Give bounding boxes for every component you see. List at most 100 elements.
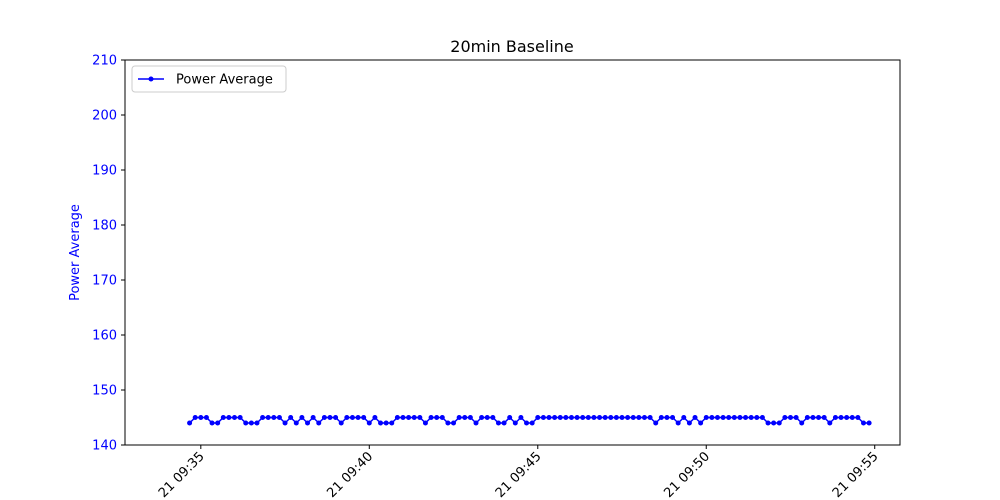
data-point (568, 415, 574, 420)
y-axis-label: Power Average (68, 204, 83, 301)
data-point (776, 420, 782, 426)
data-point (821, 415, 827, 420)
data-point (524, 420, 530, 426)
data-point (844, 415, 850, 420)
data-point (299, 415, 305, 420)
data-point (333, 415, 339, 420)
data-point (664, 415, 670, 420)
x-axis: 21 09:35 21 09:40 21 09:45 21 09:50 21 09:55 (156, 445, 882, 500)
data-point (698, 420, 704, 426)
data-point (462, 415, 468, 420)
data-point (647, 415, 653, 420)
data-point (394, 415, 400, 420)
data-point (349, 415, 355, 420)
data-point (271, 415, 277, 420)
data-point (686, 420, 692, 426)
legend: Power Average (131, 65, 287, 93)
data-point (439, 415, 445, 420)
data-point (265, 415, 271, 420)
data-point (636, 415, 642, 420)
legend-box (131, 65, 287, 93)
data-point (501, 420, 507, 426)
data-point (529, 420, 535, 426)
data-point (254, 420, 260, 426)
data-point (709, 415, 715, 420)
data-point (692, 415, 698, 420)
data-point (434, 415, 440, 420)
x-tick-label: 21 09:55 (830, 449, 882, 500)
data-point (832, 415, 838, 420)
data-point (591, 415, 597, 420)
data-point (816, 415, 822, 420)
data-point (355, 415, 361, 420)
data-point (411, 415, 417, 420)
data-point (782, 415, 788, 420)
data-point (512, 420, 518, 426)
data-point (467, 415, 473, 420)
data-point (625, 415, 631, 420)
data-point (608, 415, 614, 420)
data-point (389, 420, 395, 426)
data-point (737, 415, 743, 420)
y-tick-label: 160 (92, 329, 117, 344)
data-point (248, 420, 254, 426)
data-point (479, 415, 485, 420)
y-tick-label: 200 (92, 109, 117, 124)
series-power-average (187, 415, 872, 426)
data-point (552, 415, 558, 420)
data-point (585, 415, 591, 420)
data-point (417, 415, 423, 420)
data-point (327, 415, 333, 420)
data-point (484, 415, 490, 420)
data-point (422, 420, 428, 426)
legend-entry-label: Power Average (176, 73, 273, 88)
data-point (641, 415, 647, 420)
y-tick-label: 150 (92, 384, 117, 399)
data-point (653, 420, 659, 426)
data-point (310, 415, 316, 420)
data-point (754, 415, 760, 420)
x-tick-label: 21 09:35 (156, 449, 208, 500)
data-point (378, 420, 384, 426)
data-point (535, 415, 541, 420)
data-point (619, 415, 625, 420)
data-point (630, 415, 636, 420)
data-point (198, 415, 204, 420)
x-tick-label: 21 09:45 (493, 449, 545, 500)
data-point (203, 415, 209, 420)
data-point (451, 420, 457, 426)
data-point (209, 420, 215, 426)
data-point (563, 415, 569, 420)
data-point (540, 415, 546, 420)
data-point (804, 415, 810, 420)
data-point (282, 420, 288, 426)
data-point (321, 415, 327, 420)
data-point (305, 420, 311, 426)
y-tick-label: 190 (92, 164, 117, 179)
data-point (765, 420, 771, 426)
data-point (237, 415, 243, 420)
data-point (613, 415, 619, 420)
data-point (226, 415, 232, 420)
data-point (855, 415, 861, 420)
data-point (771, 420, 777, 426)
data-point (602, 415, 608, 420)
data-point (220, 415, 226, 420)
data-point (574, 415, 580, 420)
data-point (703, 415, 709, 420)
data-point (456, 415, 462, 420)
x-tick-label: 21 09:50 (661, 449, 713, 500)
data-point (759, 415, 765, 420)
data-point (580, 415, 586, 420)
data-point (849, 415, 855, 420)
data-point (658, 415, 664, 420)
data-point (361, 415, 367, 420)
data-point (557, 415, 563, 420)
data-point (288, 415, 294, 420)
data-point (726, 415, 732, 420)
data-point (192, 415, 198, 420)
data-point (787, 415, 793, 420)
data-point (827, 420, 833, 426)
data-point (748, 415, 754, 420)
